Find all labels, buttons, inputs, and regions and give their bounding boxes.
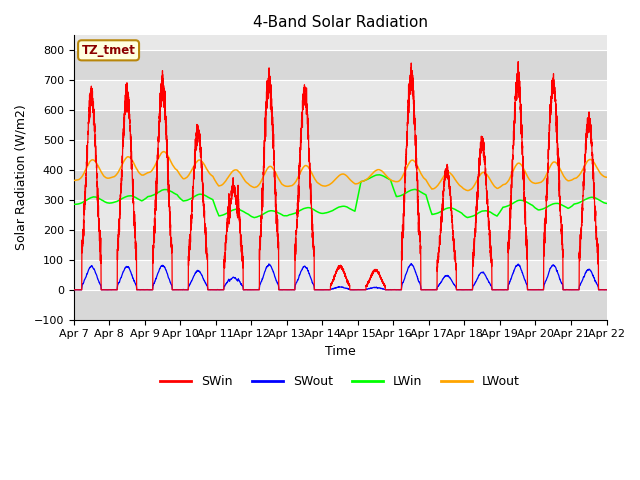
LWout — [322, 183, 330, 189]
SWin — [474, 185, 482, 191]
Line: SWout: SWout — [74, 264, 607, 290]
SWout — [460, 287, 467, 293]
SWout — [474, 274, 482, 279]
SWin — [573, 287, 581, 293]
SWout — [360, 287, 368, 293]
SWin — [460, 287, 467, 293]
LWout — [474, 175, 482, 181]
Bar — [74, 230, 607, 260]
SWin — [322, 287, 330, 293]
Bar — [74, 200, 607, 230]
LWin — [460, 212, 467, 217]
SWout — [407, 261, 415, 266]
Bar — [74, 170, 607, 200]
Title: 4-Band Solar Radiation: 4-Band Solar Radiation — [253, 15, 428, 30]
LWout — [70, 178, 77, 183]
LWout — [580, 164, 588, 169]
Text: TZ_tmet: TZ_tmet — [82, 44, 136, 57]
SWin — [515, 59, 522, 64]
LWin — [322, 210, 330, 216]
LWin — [251, 215, 259, 220]
Bar — [74, 50, 607, 80]
Bar — [74, 260, 607, 290]
SWin — [251, 287, 259, 293]
LWout — [603, 174, 611, 180]
Line: SWin: SWin — [74, 61, 607, 290]
LWin — [603, 201, 611, 206]
SWout — [574, 287, 582, 293]
Bar — [74, 80, 607, 110]
Legend: SWin, SWout, LWin, LWout: SWin, SWout, LWin, LWout — [155, 370, 525, 393]
SWin — [603, 287, 611, 293]
Y-axis label: Solar Radiation (W/m2): Solar Radiation (W/m2) — [15, 105, 28, 251]
LWout — [160, 149, 168, 155]
SWout — [70, 287, 77, 293]
LWin — [574, 200, 582, 206]
SWin — [70, 287, 77, 293]
LWin — [70, 201, 77, 207]
LWin — [376, 172, 383, 178]
Bar — [74, 290, 607, 320]
LWout — [460, 185, 467, 191]
LWin — [580, 197, 588, 203]
X-axis label: Time: Time — [324, 345, 355, 358]
LWout — [574, 174, 582, 180]
SWout — [251, 287, 259, 293]
LWout — [251, 184, 259, 190]
Bar — [74, 140, 607, 170]
Line: LWout: LWout — [74, 152, 607, 191]
SWin — [580, 170, 588, 176]
Line: LWin: LWin — [74, 175, 607, 217]
LWin — [474, 210, 482, 216]
SWout — [322, 287, 330, 293]
LWout — [464, 188, 472, 193]
SWout — [603, 287, 611, 293]
SWout — [580, 274, 588, 279]
LWin — [250, 215, 258, 220]
Bar — [74, 110, 607, 140]
